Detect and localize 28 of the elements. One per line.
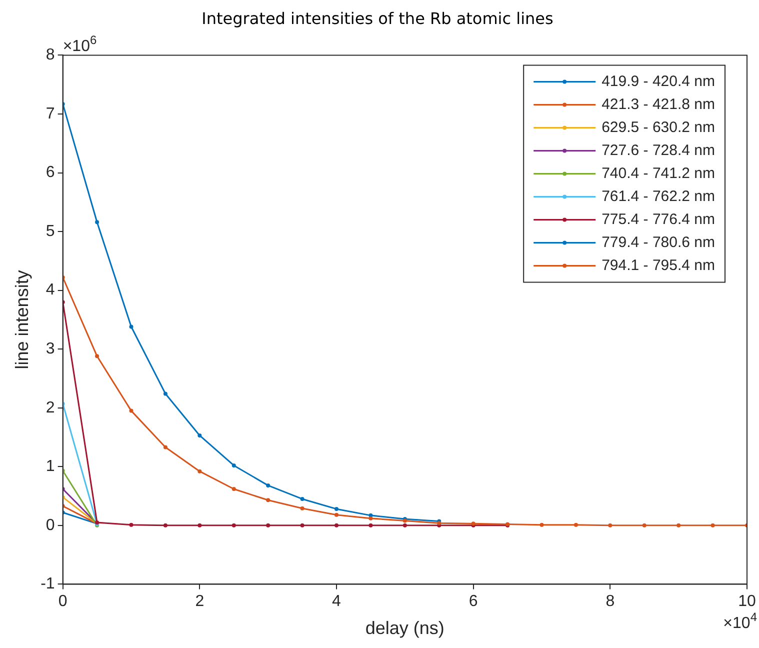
- x-tick-label: 2: [195, 593, 204, 610]
- legend-label: 727.6 - 728.4 nm: [602, 142, 716, 159]
- x-tick-label: 6: [468, 593, 478, 610]
- y-tick-label: 0: [46, 516, 55, 534]
- legend-label: 775.4 - 776.4 nm: [602, 210, 716, 228]
- y-axis-title: line intensity: [12, 270, 32, 370]
- x-tick-label: 4: [332, 593, 342, 610]
- legend-label: 629.5 - 630.2 nm: [602, 118, 716, 136]
- y-tick-label: 8: [46, 46, 55, 64]
- y-tick-label: 2: [46, 399, 55, 416]
- y-tick-label: 4: [46, 282, 55, 299]
- y-tick-label: -1: [40, 576, 55, 593]
- legend-label: 421.3 - 421.8 nm: [602, 96, 716, 113]
- chart-title: Integrated intensities of the Rb atomic lines: [202, 8, 554, 28]
- legend-label: 794.1 - 795.4 nm: [602, 256, 716, 274]
- x-tick-label: 10: [738, 593, 756, 610]
- legend-label: 779.4 - 780.6 nm: [602, 234, 716, 251]
- x-tick-label: 0: [58, 593, 68, 610]
- y-tick-label: 7: [46, 105, 55, 122]
- legend-label: 761.4 - 762.2 nm: [602, 188, 716, 205]
- legend-label: 419.9 - 420.4 nm: [602, 72, 716, 90]
- x-axis-title: delay (ns): [365, 618, 444, 638]
- x-tick-label: 8: [606, 593, 615, 610]
- legend-label: 740.4 - 741.2 nm: [602, 164, 716, 182]
- y-tick-label: 5: [46, 222, 55, 240]
- y-tick-label: 3: [46, 340, 55, 358]
- y-tick-label: 6: [46, 164, 55, 182]
- y-tick-label: 1: [46, 458, 55, 476]
